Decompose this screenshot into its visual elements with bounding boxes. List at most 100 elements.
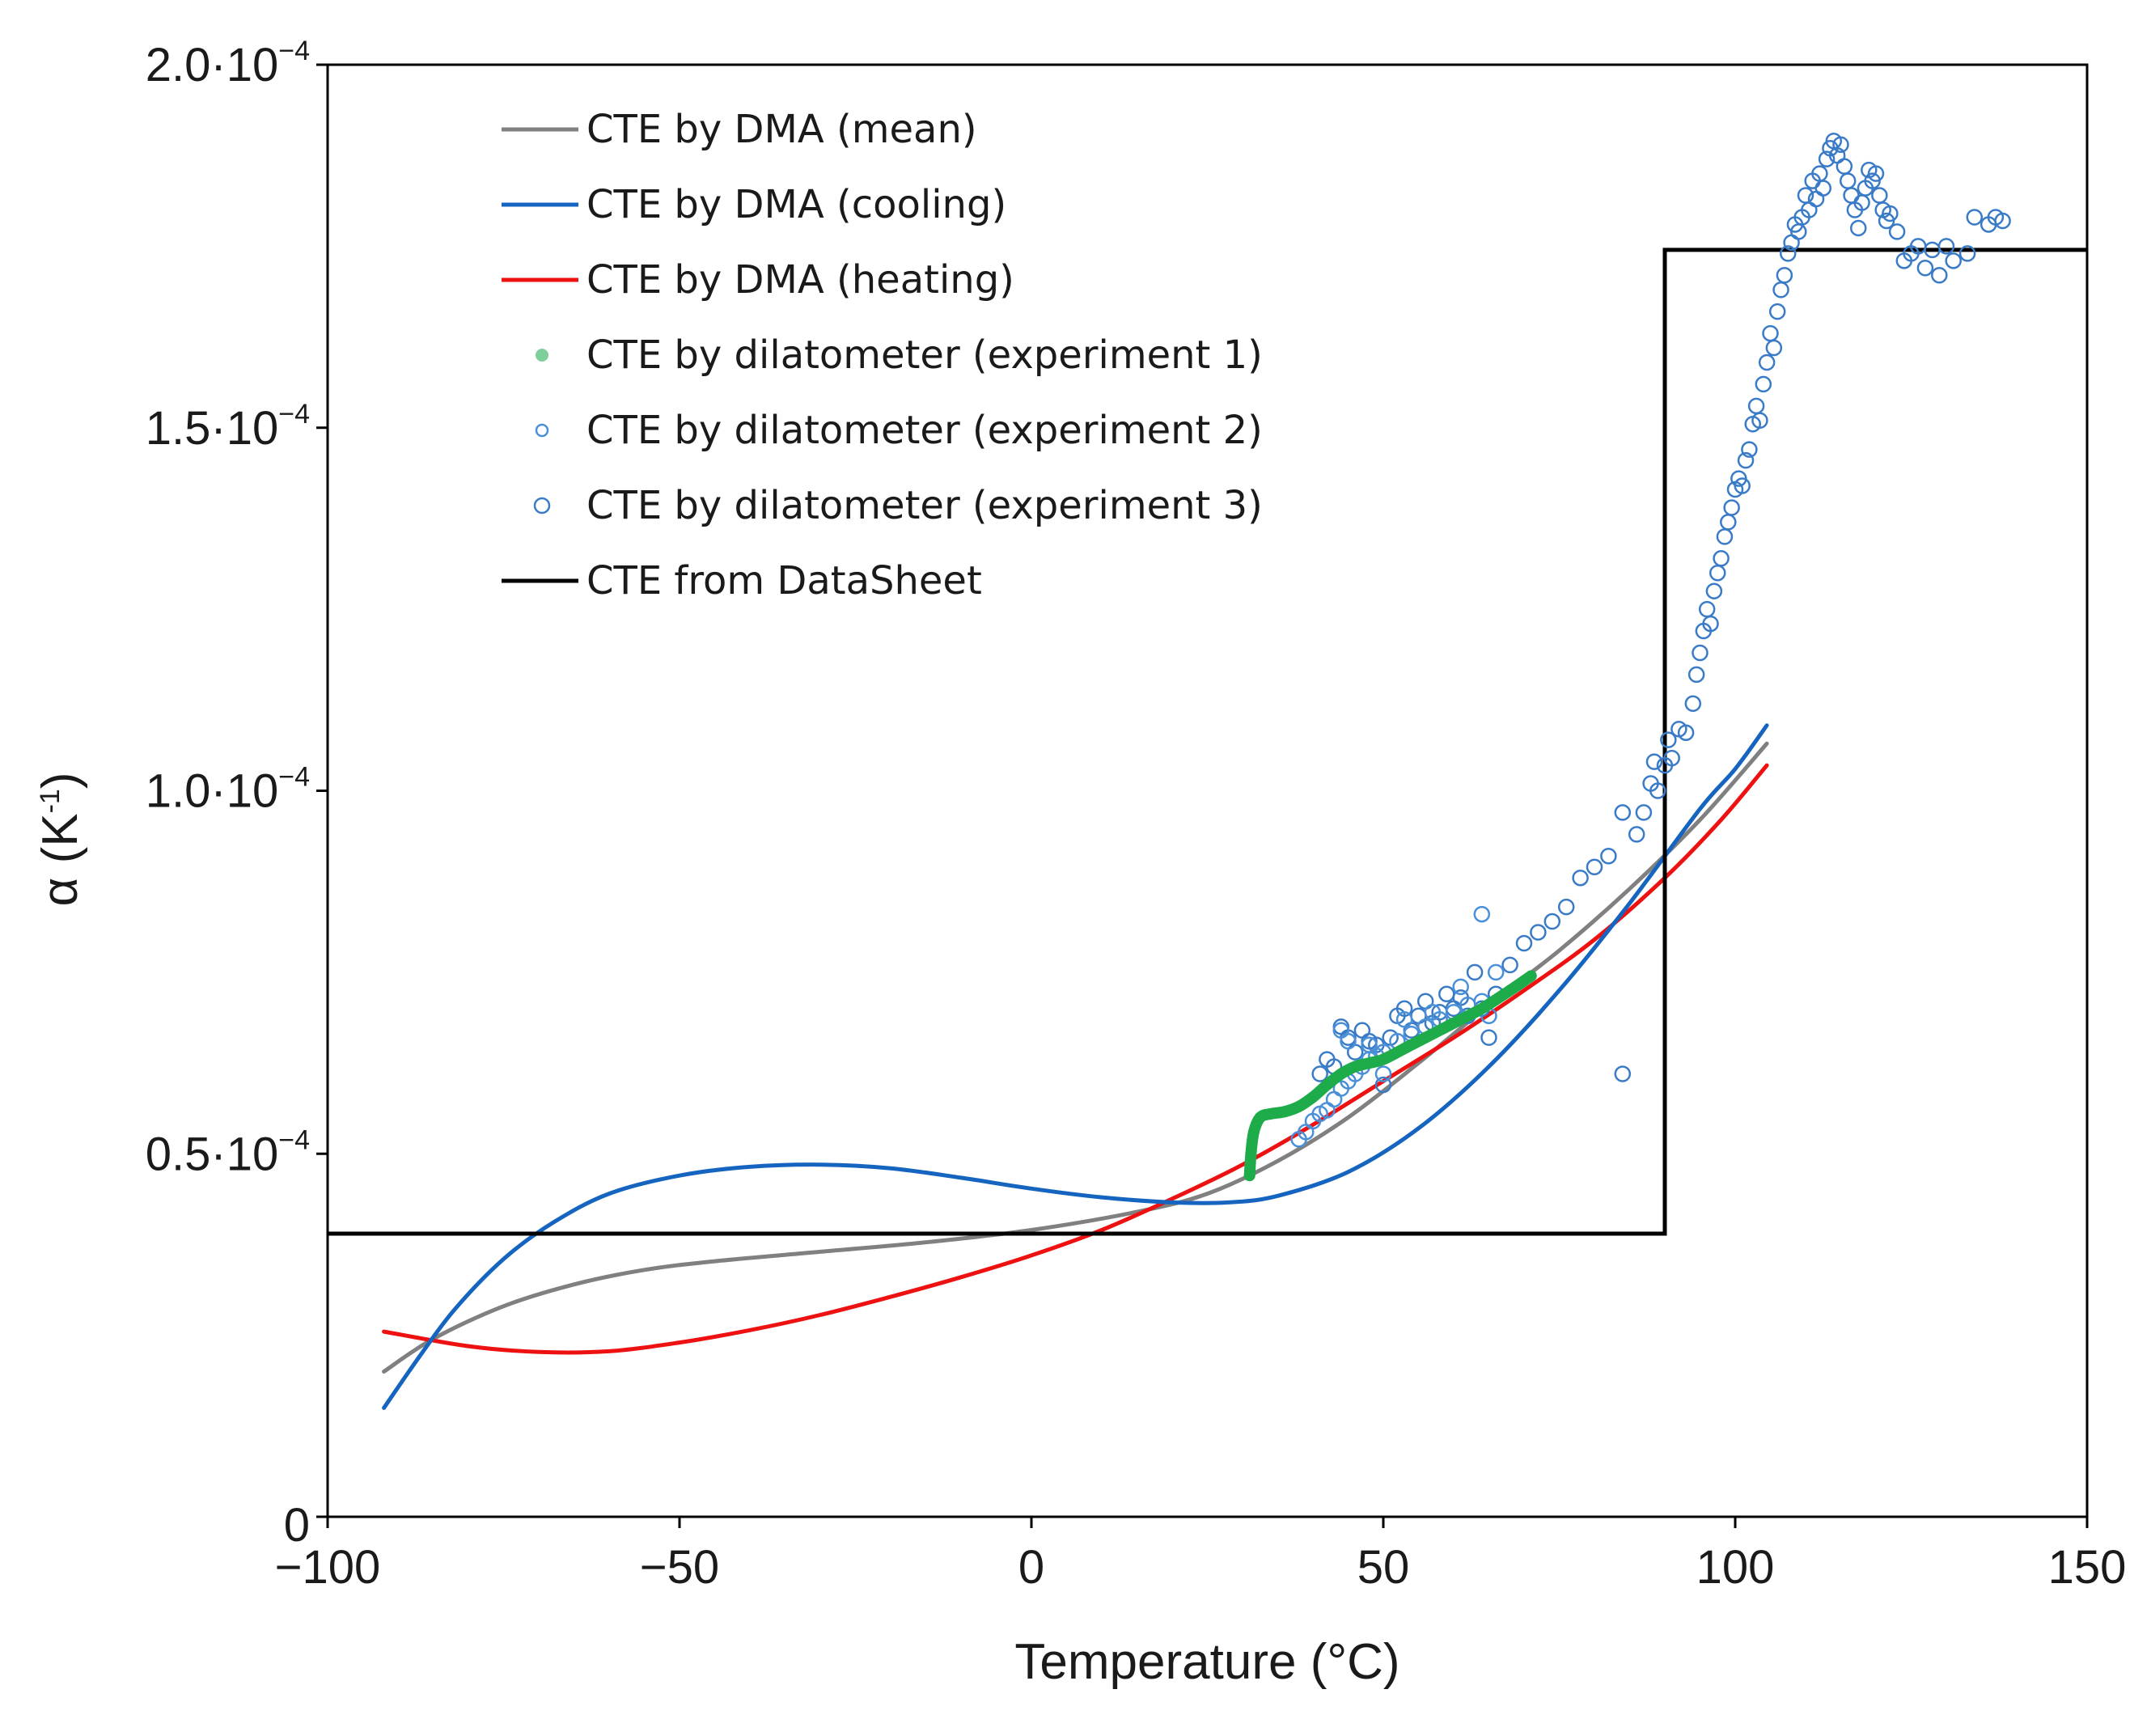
data-point [1937, 238, 1955, 255]
data-point [1293, 1100, 1305, 1112]
series-line-cte-from-datasheet [328, 248, 2087, 1236]
data-point [1723, 499, 1740, 516]
x-axis-title: Temperature (°C) [1014, 1634, 1399, 1690]
data-point [1888, 223, 1906, 240]
data-point [1747, 397, 1765, 415]
data-point [1420, 1031, 1432, 1044]
data-point [1709, 565, 1726, 582]
x-tick-label: 100 [1696, 1541, 1775, 1594]
data-point [1424, 1003, 1442, 1021]
data-point [1311, 1065, 1328, 1082]
data-point [1836, 158, 1853, 175]
data-point [1772, 281, 1789, 299]
data-point [1768, 303, 1786, 320]
data-point [1839, 172, 1857, 189]
y-axis-title-exponent: -1 [35, 789, 66, 813]
data-point [1958, 245, 1976, 262]
data-point [1361, 1036, 1378, 1053]
data-point [1614, 1065, 1632, 1082]
data-point [1737, 451, 1755, 469]
legend-swatch [536, 349, 548, 362]
data-point [1504, 984, 1516, 997]
y-axis-title-close: ) [32, 773, 88, 790]
data-point [1677, 724, 1695, 741]
data-point [1452, 978, 1469, 996]
x-tick-label: −100 [275, 1541, 381, 1594]
legend-swatch [533, 497, 551, 514]
data-point [1702, 615, 1719, 633]
data-point [1966, 209, 1984, 226]
data-point [1254, 1111, 1266, 1124]
data-point [1635, 804, 1653, 821]
data-point [1663, 749, 1680, 767]
data-point [1660, 731, 1677, 748]
data-point [1247, 1126, 1260, 1138]
data-point [1515, 934, 1533, 952]
data-point [1776, 267, 1793, 284]
data-point [1931, 267, 1948, 284]
data-point [1340, 1032, 1357, 1050]
data-point [1307, 1091, 1319, 1103]
x-tick-label: 150 [2048, 1541, 2127, 1594]
data-point [1363, 1057, 1375, 1069]
x-tick-label: 0 [1018, 1541, 1044, 1594]
data-point [1741, 441, 1758, 458]
series-line-cte-by-dma-heating [382, 763, 1769, 1355]
data-point [1758, 354, 1776, 371]
data-point [1335, 1068, 1347, 1080]
data-point [1832, 136, 1849, 153]
x-tick-label: −50 [640, 1541, 719, 1594]
data-point [1349, 1061, 1361, 1073]
chart-axes: −100 −50 0 50 100 150 0 0.5·10−4 1.0·10−4 1.5·10−… [146, 36, 2127, 1594]
data-point [1448, 1017, 1459, 1029]
data-point [1445, 1000, 1463, 1017]
data-point [1645, 753, 1663, 770]
y-tick-label: 2.0·10−4 [146, 36, 310, 91]
data-point [1332, 1018, 1350, 1035]
y-axis-title: α (K-1) [32, 773, 88, 907]
data-point [1850, 219, 1867, 237]
chart-marks [328, 132, 2087, 1410]
chart-legend: CTE by DMA (mean) CTE by DMA (cooling) CTE… [502, 107, 1263, 603]
data-point [1755, 375, 1772, 393]
data-point [1614, 804, 1632, 821]
data-point [1243, 1170, 1255, 1182]
legend-label: CTE by dilatometer (experiment 1) [586, 332, 1263, 378]
data-point [1945, 252, 1962, 269]
data-point [1705, 582, 1723, 599]
data-point [1716, 528, 1734, 545]
data-point [1843, 187, 1860, 204]
data-point [1325, 1090, 1343, 1108]
data-point [1765, 339, 1783, 357]
data-point [1818, 150, 1836, 167]
data-point [1279, 1106, 1291, 1118]
data-point [1245, 1148, 1257, 1160]
data-point [1525, 970, 1537, 982]
legend-label: CTE by DMA (cooling) [586, 182, 1006, 227]
data-point [1586, 858, 1603, 875]
data-point [1720, 514, 1737, 531]
data-point [1530, 924, 1547, 941]
data-point [1687, 666, 1705, 684]
legend-label: CTE by DMA (mean) [586, 107, 977, 152]
data-point [1501, 956, 1518, 974]
data-point [1378, 1053, 1389, 1065]
data-point [1871, 187, 1888, 204]
data-point [1543, 912, 1561, 930]
y-tick-label: 1.5·10−4 [146, 399, 310, 455]
legend-label: CTE by dilatometer (experiment 2) [586, 408, 1263, 453]
y-tick-label: 1.0·10−4 [146, 762, 310, 818]
y-tick-label: 0.5·10−4 [146, 1124, 310, 1180]
data-point [1480, 1029, 1497, 1046]
legend-label: CTE by DMA (heating) [586, 257, 1014, 303]
data-point [1994, 212, 2011, 230]
data-point [1395, 1000, 1413, 1017]
data-point [1751, 412, 1768, 430]
data-point [1734, 477, 1751, 494]
data-point [1698, 600, 1716, 618]
data-point [1628, 826, 1645, 843]
y-axis-title-base: α (K [32, 813, 88, 906]
data-point [1882, 205, 1899, 222]
data-point [1353, 1022, 1371, 1039]
